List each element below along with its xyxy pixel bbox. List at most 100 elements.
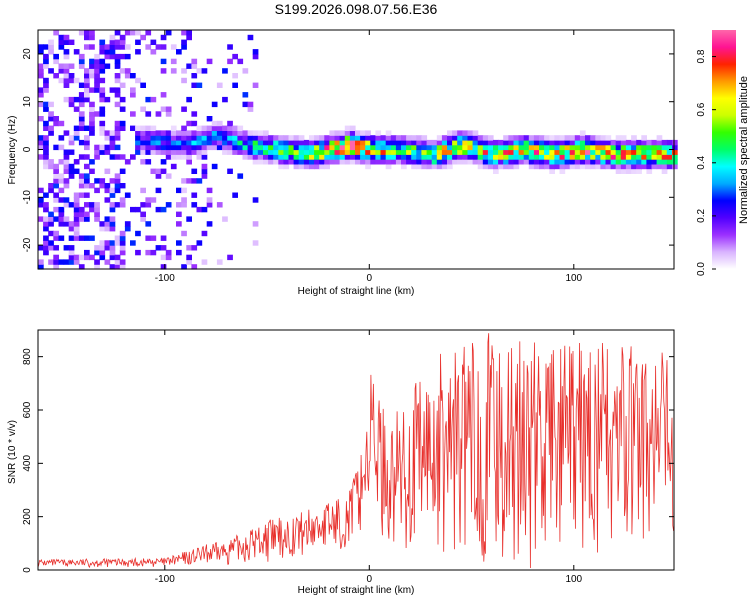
- spectrogram-cell: [176, 154, 182, 160]
- spectrogram-cell: [314, 163, 320, 170]
- spectrogram-cell: [155, 149, 162, 155]
- spectrogram-cell: [211, 101, 218, 108]
- spectrogram-cell: [48, 221, 54, 227]
- spectrogram-cell: [620, 139, 627, 146]
- spectrogram-cell: [600, 144, 607, 151]
- spectrogram-cell: [401, 144, 407, 151]
- spectrogram-cell: [160, 68, 167, 74]
- spectrogram-cell: [73, 49, 80, 55]
- spectrogram-cell: [186, 96, 192, 103]
- spectrogram-cell: [472, 130, 479, 136]
- spectrogram-cell: [78, 96, 85, 103]
- spectrogram-cell: [73, 226, 80, 232]
- spectrogram-cell: [104, 240, 111, 246]
- spectrogram-cell: [130, 73, 136, 79]
- spectrogram-cell: [84, 192, 90, 198]
- spectrogram-cell: [196, 68, 203, 74]
- spectrogram-cell: [467, 149, 474, 155]
- spectrogram-cell: [385, 144, 392, 151]
- spectrogram-cell: [155, 135, 162, 141]
- spectrogram-cell: [436, 163, 443, 170]
- spectrogram-cell: [278, 159, 284, 165]
- spectrogram-cell: [513, 139, 520, 146]
- spectrogram-cell: [222, 68, 228, 74]
- spectrogram-cell: [242, 149, 249, 155]
- spectrogram-cell: [140, 82, 146, 88]
- spectrogram-cell: [165, 249, 172, 256]
- spectrogram-cell: [216, 259, 223, 265]
- spectrogram-cell: [452, 144, 458, 151]
- spectrogram-cell: [242, 154, 249, 160]
- spectrogram-cell: [283, 149, 290, 155]
- spectrogram-cell: [329, 139, 336, 146]
- spectrogram-cell: [278, 144, 284, 151]
- spectrogram-cell: [63, 183, 70, 189]
- spectrogram-cell: [605, 159, 612, 165]
- spectrogram-cell: [595, 139, 601, 146]
- spectrogram-cell: [181, 106, 187, 112]
- spectrogram-cell: [344, 139, 351, 146]
- spectrogram-cell: [472, 135, 479, 141]
- spectrogram-cell: [431, 139, 438, 146]
- spectrogram-cell: [615, 168, 622, 174]
- spectrogram-cell: [216, 130, 223, 136]
- spectrogram-cell: [104, 135, 111, 141]
- spectrogram-cell: [140, 216, 146, 222]
- spectrogram-cell: [48, 49, 54, 55]
- spectrogram-cell: [191, 73, 198, 79]
- spectrogram-cell: [523, 135, 530, 141]
- spectrogram-cell: [58, 235, 65, 241]
- spectrogram-cell: [109, 135, 116, 141]
- spectrogram-cell: [140, 149, 146, 155]
- spectrogram-cell: [99, 125, 106, 131]
- spectrogram-cell: [114, 73, 121, 79]
- spectrogram-cell: [493, 149, 499, 155]
- spectrogram-cell: [355, 139, 361, 146]
- spectrogram-cell: [104, 259, 111, 265]
- spectrogram-cell: [237, 144, 244, 151]
- spectrogram-cell: [109, 245, 116, 251]
- spectrogram-cell: [160, 135, 167, 141]
- spectrogram-cell: [585, 149, 591, 155]
- spectrogram-cell: [94, 154, 100, 160]
- spectrogram-cell: [114, 144, 121, 151]
- spectrogram-cell: [227, 139, 233, 146]
- spectrogram-cell: [94, 211, 100, 217]
- spectrogram-cell: [89, 106, 95, 112]
- spectrogram-cell: [78, 183, 85, 189]
- spectrogram-cell: [324, 163, 330, 170]
- spectrogram-cell: [477, 163, 484, 170]
- spectrogram-cell: [600, 154, 607, 160]
- spectrogram-cell: [109, 139, 116, 146]
- spectrogram-cell: [170, 68, 177, 74]
- spectrogram-cell: [579, 139, 586, 146]
- spectrogram-cell: [43, 87, 49, 93]
- spectrogram-cell: [48, 245, 54, 251]
- spectrogram-cell: [38, 139, 44, 146]
- spectrogram-cell: [533, 135, 540, 141]
- spectrogram-cell: [150, 39, 157, 45]
- spectrogram-cell: [124, 226, 131, 232]
- spectrogram-cell: [503, 135, 509, 141]
- spectrogram-cell: [344, 135, 351, 141]
- spectrogram-cell: [191, 130, 198, 136]
- spectrogram-cell: [63, 49, 70, 55]
- snr-frame: [37, 329, 675, 571]
- spectrogram-cell: [68, 63, 75, 69]
- spectrogram-cell: [201, 154, 208, 160]
- spectrogram-cell: [38, 92, 44, 98]
- spectrogram-cell: [395, 135, 402, 141]
- spectrogram-cell: [324, 154, 330, 160]
- spectrogram-cell: [104, 216, 111, 222]
- spectrogram-cell: [160, 235, 167, 241]
- spectrogram-cell: [48, 163, 54, 170]
- spectrogram-x-ticks: -100 0 100: [155, 30, 583, 284]
- spectrogram-cell: [145, 44, 152, 50]
- spectrogram-cell: [84, 173, 90, 179]
- spectrogram-cell: [247, 101, 254, 108]
- spectrogram-cell: [590, 149, 596, 155]
- spectrogram-cell: [119, 125, 126, 131]
- spectrogram-cell: [124, 30, 131, 36]
- spectrogram-cell: [135, 230, 141, 237]
- spectrogram-cell: [145, 139, 152, 146]
